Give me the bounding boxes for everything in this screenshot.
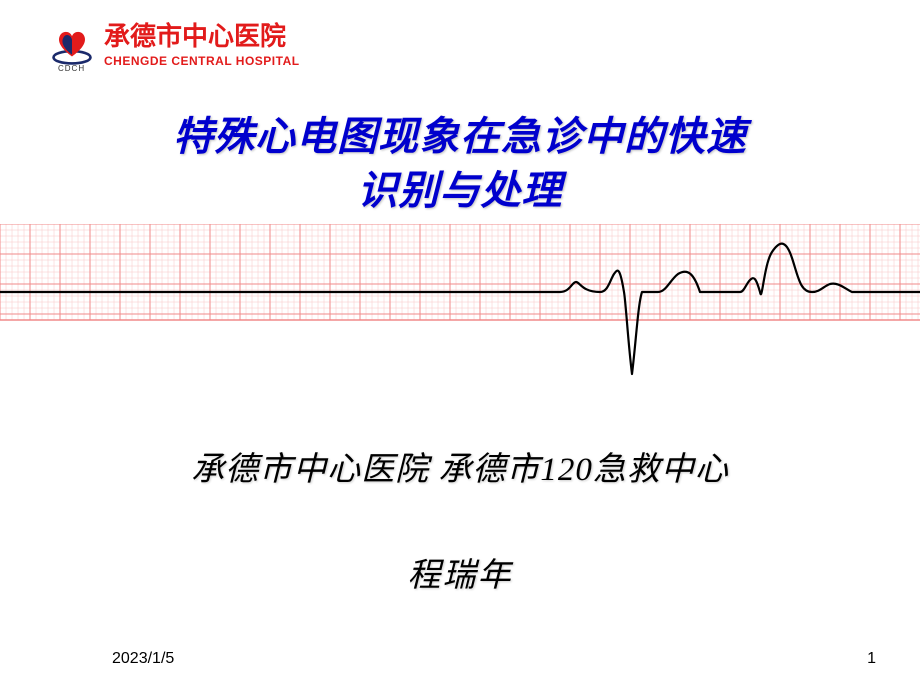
ecg-grid (0, 224, 920, 320)
slide: 承德市中心医院 CHENGDE CENTRAL HOSPITAL CDCH 特殊… (0, 0, 920, 690)
slide-title: 特殊心电图现象在急诊中的快速 识别与处理 (0, 110, 920, 218)
organization-line: 承德市中心医院 承德市120急救中心 (0, 442, 920, 490)
logo-text: 承德市中心医院 CHENGDE CENTRAL HOSPITAL (104, 22, 300, 68)
logo-abbrev: CDCH (58, 64, 85, 73)
ecg-strip (0, 224, 920, 334)
logo-text-en: CHENGDE CENTRAL HOSPITAL (104, 54, 300, 68)
ecg-svg (0, 224, 920, 384)
footer-page-number: 1 (867, 650, 876, 668)
footer-date: 2023/1/5 (112, 650, 174, 668)
title-line-1: 特殊心电图现象在急诊中的快速 (173, 114, 747, 159)
title-line-2: 识别与处理 (358, 168, 563, 213)
hospital-logo: 承德市中心医院 CHENGDE CENTRAL HOSPITAL (50, 22, 300, 68)
logo-text-cn: 承德市中心医院 (104, 22, 300, 50)
author-line: 程瑞年 (0, 548, 920, 596)
logo-heart-icon (50, 23, 94, 67)
